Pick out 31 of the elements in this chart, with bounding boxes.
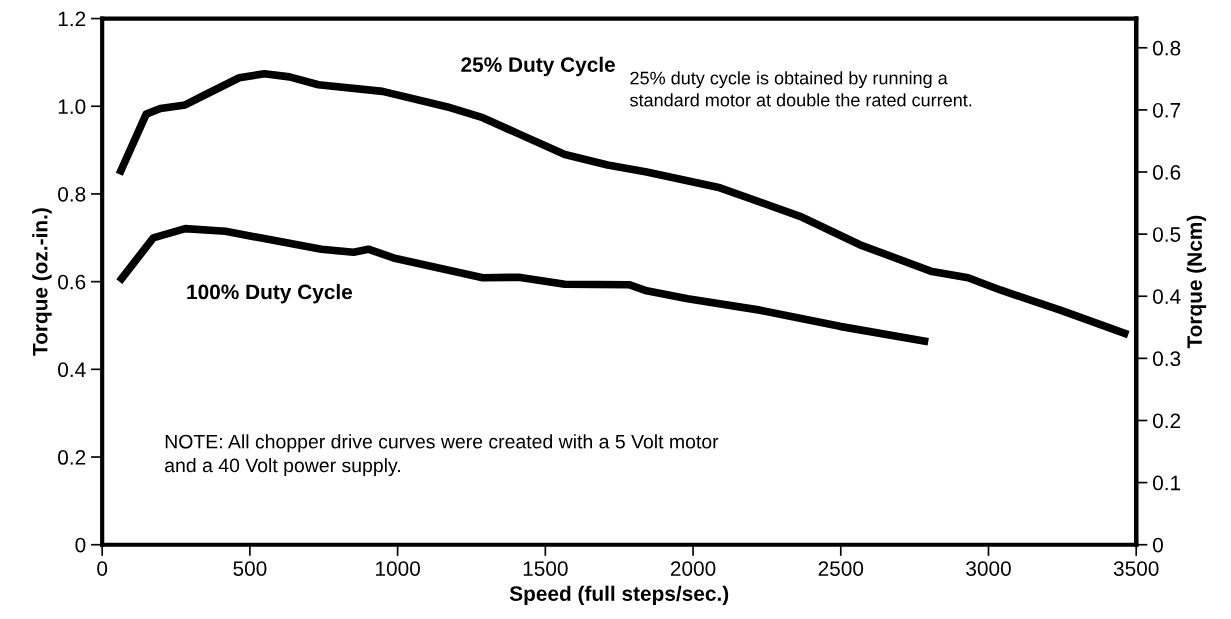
y2-axis-title: Torque (Ncm) bbox=[1186, 215, 1207, 349]
y2-tick-label: 0.5 bbox=[1153, 227, 1181, 242]
x-tick-label: 1500 bbox=[523, 561, 568, 576]
y2-tick-label: 0.6 bbox=[1153, 165, 1181, 180]
annotation: NOTE: All chopper drive curves were created with a 5 Volt motor and a 40 Volt power supply. bbox=[165, 434, 719, 477]
y2-tick-label: 0.1 bbox=[1153, 475, 1181, 491]
y-tick-label: 1.2 bbox=[58, 11, 86, 27]
x-tick-label: 0 bbox=[97, 561, 108, 576]
y2-tick-label: 0.3 bbox=[1153, 351, 1181, 367]
y-tick-label: 0.6 bbox=[58, 274, 86, 290]
y-tick-label: 0.4 bbox=[58, 362, 86, 378]
y2-tick-label: 0 bbox=[1153, 537, 1163, 553]
x-tick-label: 2000 bbox=[670, 561, 716, 576]
y2-tick-label: 0.4 bbox=[1153, 289, 1181, 304]
x-axis-title: Speed (full steps/sec.) bbox=[509, 585, 729, 606]
y-axis-title: Torque (oz.-in.) bbox=[32, 208, 52, 356]
annotation: 25% duty cycle is obtained by running a standard motor at double the rated current. bbox=[630, 71, 972, 107]
x-tick-label: 500 bbox=[233, 561, 267, 576]
x-tick-label: 2500 bbox=[818, 561, 864, 576]
y2-tick-label: 0.2 bbox=[1153, 413, 1181, 429]
x-tick-label: 1000 bbox=[376, 561, 420, 576]
y-tick-label: 0.2 bbox=[58, 450, 86, 465]
y2-tick-label: 0.7 bbox=[1153, 102, 1181, 118]
x-tick-label: 3000 bbox=[966, 561, 1011, 576]
y-tick-label: 0.8 bbox=[58, 186, 86, 202]
series-label: 25% Duty Cycle bbox=[461, 56, 615, 77]
series-label: 100% Duty Cycle bbox=[187, 284, 353, 304]
x-tick-label: 3500 bbox=[1113, 561, 1159, 576]
y-tick-label: 1.0 bbox=[58, 99, 86, 115]
y2-tick-label: 0.8 bbox=[1153, 40, 1181, 56]
y-tick-label: 0 bbox=[75, 537, 86, 553]
